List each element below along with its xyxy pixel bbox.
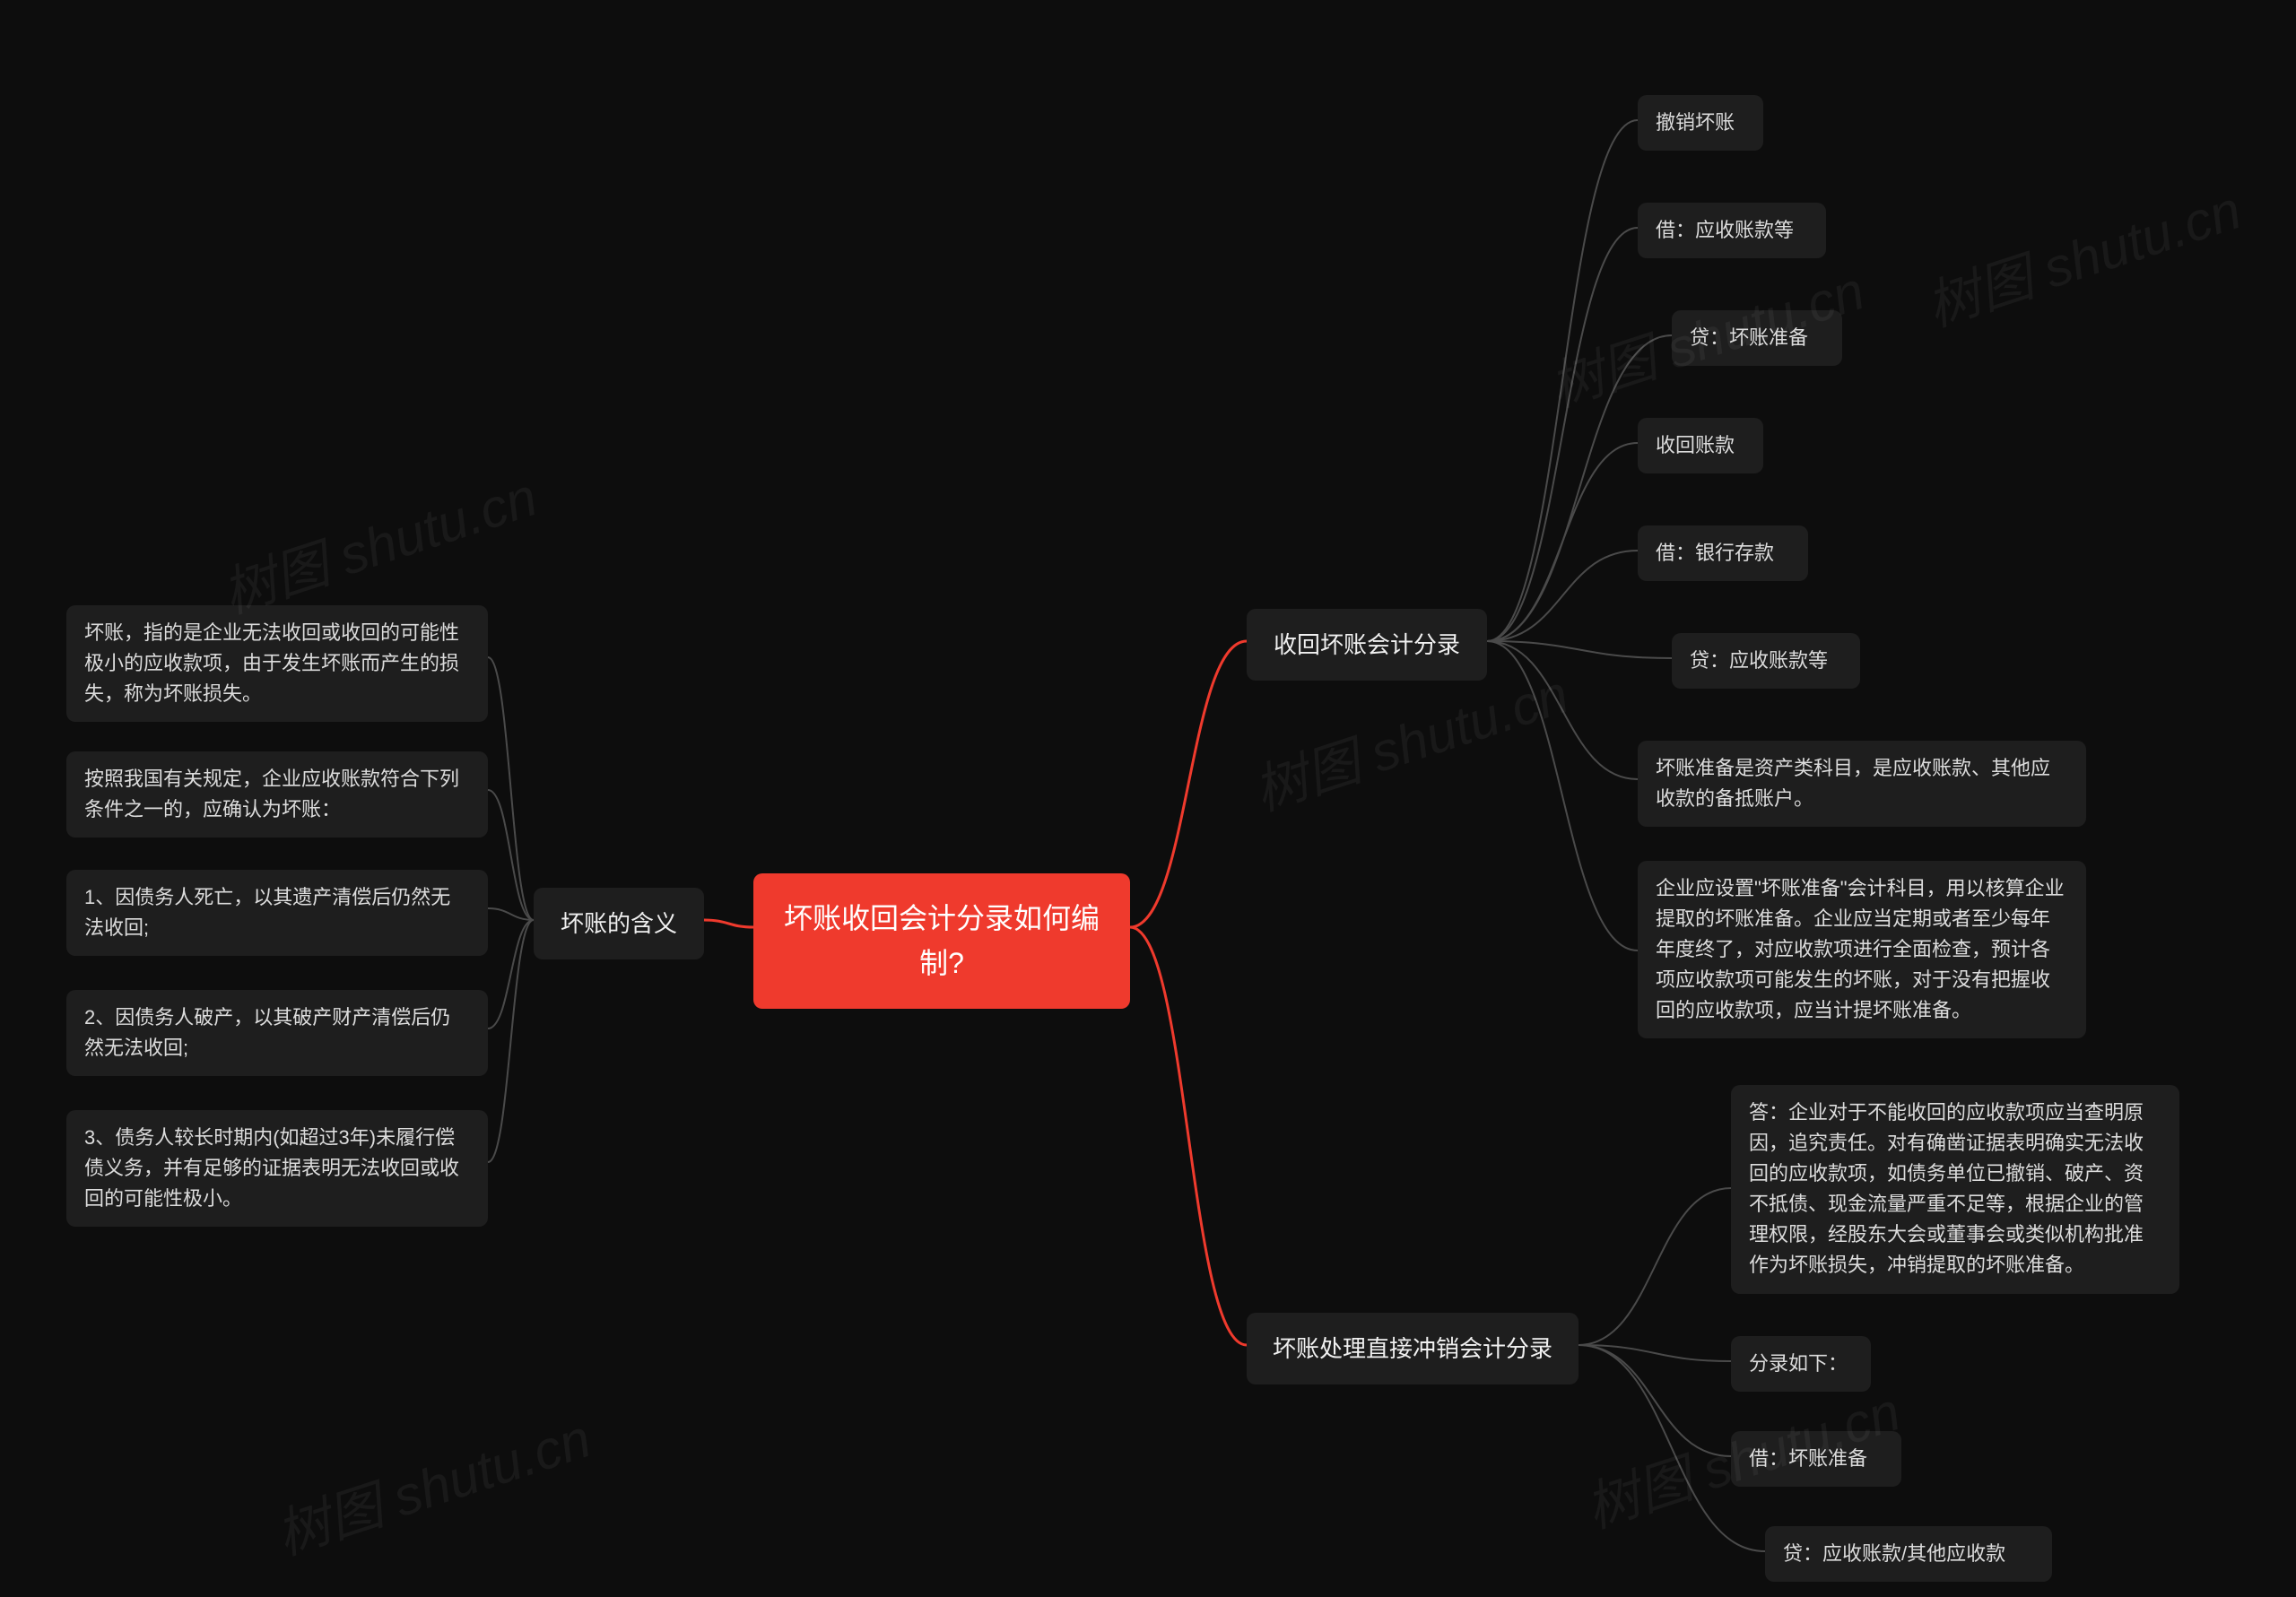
right-1-leaf-0: 答：企业对于不能收回的应收款项应当查明原因，追究责任。对有确凿证据表明确实无法收… <box>1731 1085 2179 1294</box>
right-0-leaf-0: 撤销坏账 <box>1638 95 1763 151</box>
right-0-leaf-3-text: 收回账款 <box>1656 434 1735 456</box>
right-1-leaf-2-text: 借：坏账准备 <box>1749 1447 1867 1470</box>
right-1-leaf-3: 贷：应收账款/其他应收款 <box>1765 1526 2052 1582</box>
left-leaf-1-text: 按照我国有关规定，企业应收账款符合下列条件之一的，应确认为坏账： <box>84 768 459 820</box>
right-1-leaf-1-text: 分录如下： <box>1749 1352 1848 1375</box>
root-node: 坏账收回会计分录如何编 制? <box>753 873 1130 1009</box>
right-0-leaf-4: 借：银行存款 <box>1638 525 1808 581</box>
left-leaf-3-text: 2、因债务人破产，以其破产财产清偿后仍然无法收回; <box>84 1006 450 1059</box>
left-leaf-0-text: 坏账，指的是企业无法收回或收回的可能性极小的应收款项，由于发生坏账而产生的损失，… <box>84 621 459 705</box>
right-0-leaf-1: 借：应收账款等 <box>1638 203 1826 258</box>
right-0-leaf-7: 企业应设置"坏账准备"会计科目，用以核算企业提取的坏账准备。企业应当定期或者至少… <box>1638 861 2086 1038</box>
right-0-leaf-2: 贷：坏账准备 <box>1672 310 1842 366</box>
left-leaf-0: 坏账，指的是企业无法收回或收回的可能性极小的应收款项，由于发生坏账而产生的损失，… <box>66 605 488 722</box>
right-0-leaf-6-text: 坏账准备是资产类科目，是应收账款、其他应收款的备抵账户。 <box>1656 757 2050 810</box>
left-leaf-2-text: 1、因债务人死亡，以其遗产清偿后仍然无法收回; <box>84 886 450 939</box>
watermark-0: 树图 shutu.cn <box>211 454 545 629</box>
branch-left: 坏账的含义 <box>534 888 704 959</box>
right-1-leaf-2: 借：坏账准备 <box>1731 1431 1901 1487</box>
right-0-leaf-3: 收回账款 <box>1638 418 1763 473</box>
right-0-leaf-1-text: 借：应收账款等 <box>1656 219 1794 241</box>
right-0-leaf-6: 坏账准备是资产类科目，是应收账款、其他应收款的备抵账户。 <box>1638 741 2086 827</box>
branch-right-0-label: 收回坏账会计分录 <box>1274 631 1460 658</box>
branch-right-1-label: 坏账处理直接冲销会计分录 <box>1273 1335 1552 1362</box>
watermark-2: 树图 shutu.cn <box>1915 167 2249 342</box>
left-leaf-4-text: 3、债务人较长时期内(如超过3年)未履行偿债义务，并有足够的证据表明无法收回或收… <box>84 1126 459 1210</box>
left-leaf-2: 1、因债务人死亡，以其遗产清偿后仍然无法收回; <box>66 870 488 956</box>
left-leaf-3: 2、因债务人破产，以其破产财产清偿后仍然无法收回; <box>66 990 488 1076</box>
right-1-leaf-1: 分录如下： <box>1731 1336 1871 1392</box>
left-leaf-4: 3、债务人较长时期内(如超过3年)未履行偿债义务，并有足够的证据表明无法收回或收… <box>66 1110 488 1227</box>
right-0-leaf-7-text: 企业应设置"坏账准备"会计科目，用以核算企业提取的坏账准备。企业应当定期或者至少… <box>1656 877 2065 1021</box>
branch-left-label: 坏账的含义 <box>561 910 677 937</box>
branch-right-0: 收回坏账会计分录 <box>1247 609 1487 681</box>
right-0-leaf-2-text: 贷：坏账准备 <box>1690 326 1808 349</box>
right-0-leaf-5: 贷：应收账款等 <box>1672 633 1860 689</box>
right-0-leaf-0-text: 撤销坏账 <box>1656 111 1735 134</box>
right-0-leaf-5-text: 贷：应收账款等 <box>1690 649 1828 672</box>
right-1-leaf-0-text: 答：企业对于不能收回的应收款项应当查明原因，追究责任。对有确凿证据表明确实无法收… <box>1749 1101 2144 1276</box>
left-leaf-1: 按照我国有关规定，企业应收账款符合下列条件之一的，应确认为坏账： <box>66 751 488 838</box>
watermark-4: 树图 shutu.cn <box>265 1395 599 1570</box>
right-0-leaf-4-text: 借：银行存款 <box>1656 542 1774 564</box>
right-1-leaf-3-text: 贷：应收账款/其他应收款 <box>1783 1542 2005 1565</box>
branch-right-1: 坏账处理直接冲销会计分录 <box>1247 1313 1578 1384</box>
root-text: 坏账收回会计分录如何编 制? <box>784 902 1100 979</box>
